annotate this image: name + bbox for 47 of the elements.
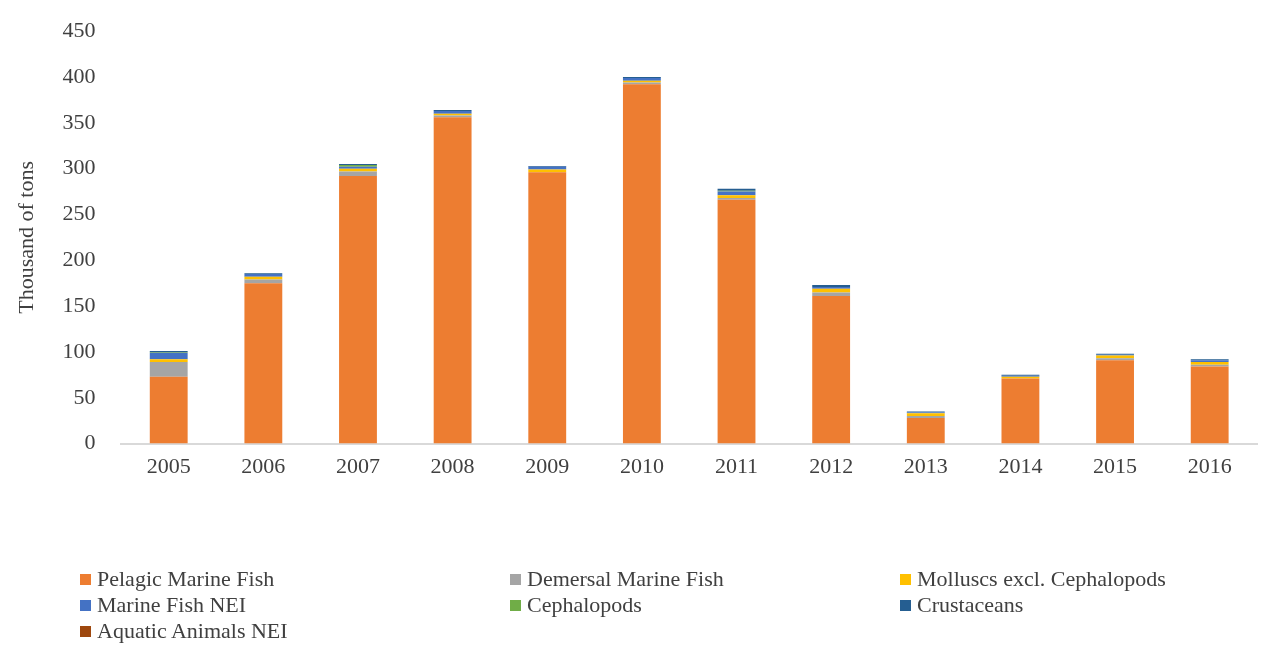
x-tick-label: 2007 — [335, 452, 380, 478]
bar — [812, 292, 851, 297]
bar — [149, 376, 188, 444]
x-tick-label: 2012 — [809, 452, 854, 478]
legend-label: Demersal Marine Fish — [527, 566, 724, 592]
bar — [528, 172, 567, 444]
bar — [717, 199, 756, 444]
y-tick-label: 450 — [62, 16, 96, 42]
x-tick-label: 2010 — [619, 452, 664, 478]
legend-label: Molluscs excl. Cephalopods — [917, 566, 1166, 592]
y-tick-label: 350 — [62, 108, 96, 134]
legend-label: Marine Fish NEI — [97, 592, 247, 618]
y-tick-label: 150 — [62, 291, 96, 317]
x-tick-label: 2015 — [1093, 452, 1138, 478]
bar — [149, 362, 188, 377]
y-tick-label: 50 — [73, 383, 96, 409]
y-tick-label: 400 — [62, 62, 96, 88]
bar — [1001, 378, 1040, 444]
y-tick-label: 250 — [62, 200, 96, 226]
x-tick-label: 2011 — [714, 452, 759, 478]
x-tick-label: 2009 — [525, 452, 570, 478]
x-tick-label: 2006 — [241, 452, 286, 478]
bar — [812, 296, 851, 444]
y-tick-label: 100 — [62, 337, 96, 363]
legend-label: Cephalopods — [527, 592, 642, 618]
legend-label: Crustaceans — [917, 592, 1024, 618]
bar — [906, 417, 945, 444]
bar — [339, 171, 377, 176]
x-tick-label: 2013 — [903, 452, 948, 478]
legend-label: Pelagic Marine Fish — [97, 566, 275, 592]
bar — [149, 359, 188, 363]
y-tick-label: 0 — [84, 429, 96, 455]
y-tick-label: 300 — [62, 154, 96, 180]
bar — [433, 117, 472, 444]
bar — [1096, 360, 1134, 444]
legend-label: Aquatic Animals NEI — [97, 618, 288, 644]
bar — [244, 283, 283, 444]
x-tick-label: 2008 — [430, 452, 475, 478]
x-tick-label: 2014 — [998, 452, 1043, 478]
x-tick-label: 2005 — [146, 452, 191, 478]
bar — [1190, 366, 1229, 444]
x-tick-label: 2016 — [1187, 452, 1232, 478]
bar — [339, 176, 377, 444]
bar — [149, 352, 188, 360]
bar — [622, 84, 661, 444]
y-axis-title: Thousand of tons — [12, 161, 38, 314]
y-tick-label: 200 — [62, 246, 96, 272]
